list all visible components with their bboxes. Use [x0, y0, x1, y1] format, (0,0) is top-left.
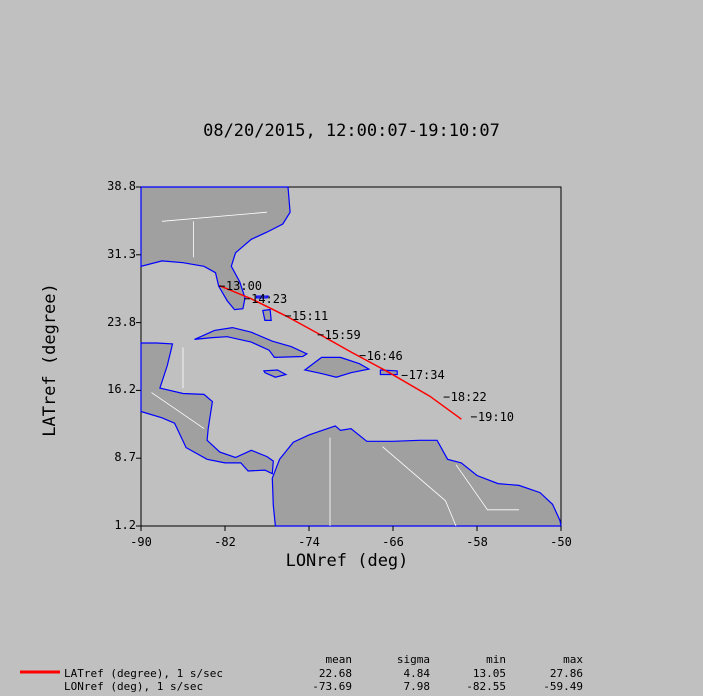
x-tick-label-2: -74	[298, 535, 320, 549]
x-tick-label-3: -66	[382, 535, 404, 549]
x-tick-label-5: -50	[550, 535, 572, 549]
flight-track	[218, 284, 477, 420]
y-tick-label-3: 16.2	[107, 382, 136, 397]
chart-title: 08/20/2015, 12:00:07-19:10:07	[203, 121, 500, 141]
jamaica-land	[262, 369, 288, 378]
y-tick-label-4: 8.7	[114, 450, 136, 465]
cuba-land	[194, 326, 309, 359]
lat-sigma: 4.84	[403, 667, 431, 680]
x-tick-label-0: -90	[130, 535, 152, 549]
x-tick-label-4: -58	[466, 535, 488, 549]
legend-label-lon: LONref (deg), 1 s/sec	[64, 680, 204, 693]
x-axis-label: LONref (deg)	[285, 551, 409, 571]
north-america-land	[140, 186, 291, 311]
y-tick-label-5: 1.2	[114, 518, 136, 532]
x-tick-label-1: -82	[214, 535, 236, 549]
y-tick-label-2: 23.8	[107, 314, 136, 329]
legend-label-lat: LATref (degree), 1 s/sec	[64, 667, 223, 680]
border-line-7	[455, 464, 519, 511]
time-label-3: 15:59	[324, 327, 361, 342]
lon-mean: -73.69	[312, 680, 352, 693]
border-line-2	[151, 392, 205, 429]
y-axis-label: LATref (degree)	[40, 283, 60, 437]
lat-max: 27.86	[549, 667, 583, 680]
time-label-1: 14:23	[251, 291, 288, 306]
lat-mean: 22.68	[318, 667, 352, 680]
time-label-7: 19:10	[477, 409, 515, 424]
lat-min: 13.05	[472, 667, 506, 680]
border-line-5	[161, 211, 268, 222]
land-masses	[140, 186, 562, 527]
header-max: max	[563, 653, 583, 666]
grand-bahama-land	[255, 295, 270, 299]
track-line	[218, 284, 462, 420]
header-min: min	[486, 653, 506, 666]
time-label-6: 18:22	[450, 390, 487, 405]
time-label-5: 17:34	[408, 368, 445, 383]
andros-island-land	[262, 308, 272, 321]
time-label-4: 16:46	[366, 348, 403, 363]
header-sigma: sigma	[396, 653, 430, 666]
tick-marks	[136, 186, 562, 531]
y-tick-label-1: 31.3	[107, 246, 136, 261]
header-mean: mean	[325, 653, 353, 666]
time-label-0: 13:00	[225, 279, 263, 294]
time-label-2: 15:11	[292, 308, 329, 323]
lon-min: -82.55	[466, 680, 506, 693]
legend-swatch-lat	[20, 670, 60, 674]
y-tick-label-0: 38.8	[107, 179, 136, 193]
central-america-land	[140, 342, 274, 475]
hispaniola-land	[303, 356, 371, 378]
lon-sigma: 7.98	[403, 680, 431, 693]
lon-max: -59.49	[543, 680, 583, 693]
border-line-4	[382, 446, 457, 527]
